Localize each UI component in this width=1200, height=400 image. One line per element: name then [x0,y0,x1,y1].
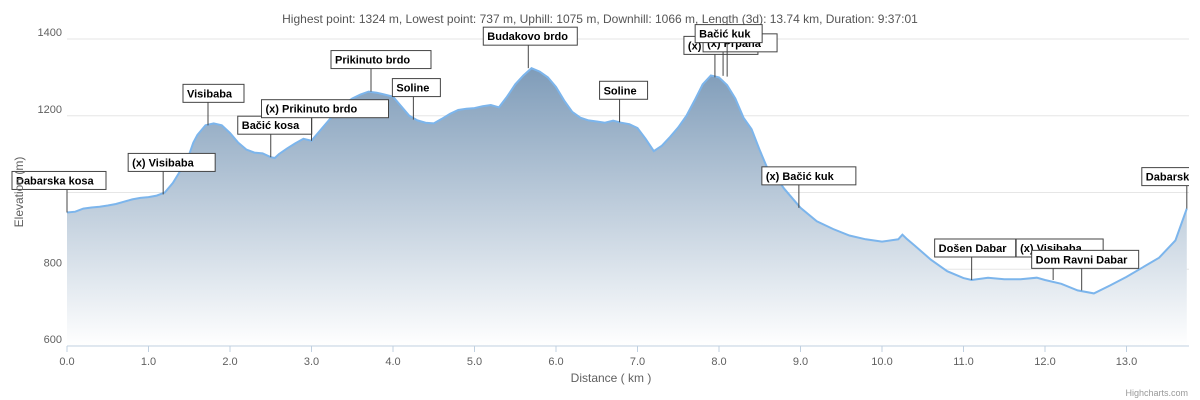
annotation: Dabarska kosa [11,170,107,213]
elevation-line [66,67,1188,295]
annotation: Bačić kuk [694,24,763,77]
x-tick-label: 2.0 [222,356,237,368]
annotation-label: (x) Prikinuto brdo [266,104,358,116]
annotation-label: Dabarsko [1146,172,1196,184]
annotation: Došen Dabar [934,238,1017,280]
x-tick-label: 10.0 [871,356,892,368]
y-tick-label: 800 [44,257,62,269]
annotation-box [599,80,649,100]
annotation: Prikinuto brdo [330,50,432,92]
x-tick-label: 8.0 [711,356,726,368]
annotation-box [1031,249,1140,269]
annotation: (x) Bačić kuk [761,166,857,208]
annotation-box [127,152,216,172]
y-tick-label: 1200 [38,104,62,116]
x-tick-label: 7.0 [630,356,645,368]
chart-title: Highest point: 1324 m, Lowest point: 737… [282,12,918,26]
annotation-box [11,170,107,190]
x-tick-label: 6.0 [548,356,563,368]
annotation-label: Dom Ravni Dabar [1036,254,1128,266]
annotation-box [391,78,441,98]
annotation-box [330,50,432,70]
annotation: Dabarsko [1141,167,1196,209]
x-tick-label: 5.0 [467,356,482,368]
annotation-box [1141,167,1189,187]
annotation: Dom Ravni Dabar [1031,249,1140,291]
y-tick-label: 600 [44,334,62,346]
annotation-label: Bačić kuk [699,29,751,41]
x-axis: 0.0 1.0 2.0 3.0 4.0 5.0 6.0 7.0 8.0 9.0 10.0 11.0 12… [59,345,1189,368]
highcharts-credit[interactable]: Highcharts.com [1125,388,1188,398]
annotations: Dabarska kosa (x) Visibaba Visibaba Bačić k… [11,24,1196,291]
x-tick-label: 3.0 [304,356,319,368]
annotation-label: Došen Dabar [939,243,1008,255]
annotation-box [482,26,578,46]
annotation: Soline [391,78,441,120]
elevation-area [67,68,1187,346]
annotation-label: Bačić kosa [242,120,300,132]
annotation: (x) Visibaba [127,152,216,195]
annotation-label: (x) Bačić kuk [766,171,835,183]
annotation-label: (x) Visibaba [132,157,194,169]
x-tick-label: 4.0 [385,356,400,368]
annotation-box [761,166,857,186]
annotation: (x) Prikinuto brdo [261,99,389,141]
y-axis-title: Elevation (m) [12,157,26,228]
x-axis-title: Distance ( km ) [571,371,652,385]
annotation-label: Dabarska kosa [16,175,95,187]
annotation-label: Prikinuto brdo [335,55,410,67]
x-tick-label: 9.0 [793,356,808,368]
annotation-label: Visibaba [187,88,233,100]
annotation-label: Budakovo brdo [487,31,568,43]
plot-area [66,67,1188,346]
annotation-box [694,24,763,44]
annotation: Budakovo brdo [482,26,578,69]
y-tick-label: 1400 [38,27,62,39]
x-tick-label: 0.0 [59,356,74,368]
x-tick-label: 1.0 [141,356,156,368]
annotation-label: Soline [604,85,637,97]
x-tick-label: 12.0 [1034,356,1055,368]
annotation-label: Soline [396,83,429,95]
annotation: Visibaba [182,83,245,126]
x-tick-label: 13.0 [1116,356,1137,368]
annotation: Soline [599,80,649,123]
annotation-box [261,99,389,119]
annotation-box [182,83,245,103]
x-tick-label: 11.0 [953,356,974,368]
